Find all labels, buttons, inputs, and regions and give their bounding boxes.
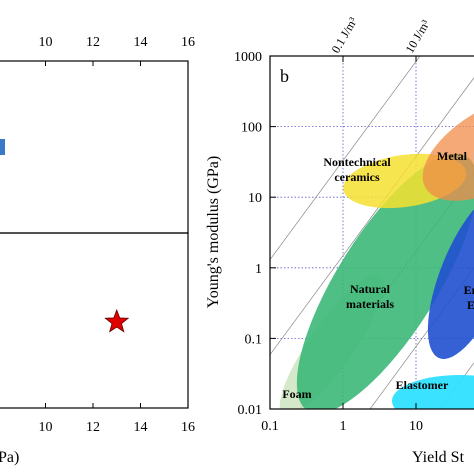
left-x-axis-label: Pa) <box>0 449 19 466</box>
energy-line <box>369 267 474 409</box>
left-top-tick-label: 10 <box>39 35 53 50</box>
star-marker <box>104 308 130 333</box>
x-tick-label: 10 <box>409 419 423 434</box>
y-tick-label: 1000 <box>234 50 262 65</box>
x-tick-label: 1 <box>340 419 347 434</box>
y-axis-title: Young's modulus (GPa) <box>205 156 222 308</box>
left-partial-marker <box>0 139 5 155</box>
material-regions <box>279 94 474 409</box>
x-tick-label: 0.1 <box>261 419 279 434</box>
y-tick-label: 10 <box>248 191 262 206</box>
region-natural-materials <box>296 153 474 409</box>
region-elastomer <box>391 374 474 409</box>
region-label: EnE <box>464 283 474 312</box>
left-marks <box>0 139 130 333</box>
energy-line <box>270 56 421 261</box>
region-labels: Metal Nontechnical ceramics Natural material… <box>282 149 474 401</box>
left-top-tick-label: 16 <box>181 35 195 50</box>
y-tick-label: 100 <box>241 121 262 136</box>
left-panel-lower-frame <box>0 232 189 409</box>
plot-frame <box>269 55 474 410</box>
region-en <box>427 190 474 359</box>
left-top-tick-label: 12 <box>86 35 100 50</box>
x-axis-title: Yield St <box>412 449 465 466</box>
region-label: Metal <box>437 149 468 163</box>
left-panel: 10 12 14 16 10 12 14 16 Pa) <box>0 35 195 466</box>
region-metal <box>422 94 474 201</box>
y-tick-label: 1 <box>255 262 262 277</box>
region-label: Foam <box>282 387 311 401</box>
left-bottom-ticks: 10 12 14 16 <box>39 403 195 435</box>
energy-line <box>270 77 474 356</box>
left-top-tick-label: 14 <box>134 35 148 50</box>
energy-line-label: 10 J/m³ <box>402 17 432 55</box>
y-tick-label: 0.1 <box>245 332 263 347</box>
left-bottom-tick-label: 12 <box>86 420 100 435</box>
left-top-ticks: 10 12 14 16 <box>39 35 195 66</box>
region-label: Nontechnical ceramics <box>323 155 391 184</box>
panel-label-b: b <box>280 66 289 86</box>
energy-line-label: 0.1 J/m³ <box>328 14 360 55</box>
left-bottom-tick-label: 10 <box>39 420 53 435</box>
left-panel-upper-frame <box>0 60 189 234</box>
region-label: Elastomer <box>396 378 449 392</box>
left-bottom-tick-label: 14 <box>134 420 148 435</box>
region-label: Natural materials <box>346 282 394 311</box>
energy-line-labels: 0.1 J/m³ 10 J/m³ <box>328 14 432 55</box>
y-tick-label: 0.01 <box>238 403 263 418</box>
left-bottom-tick-label: 16 <box>181 420 195 435</box>
